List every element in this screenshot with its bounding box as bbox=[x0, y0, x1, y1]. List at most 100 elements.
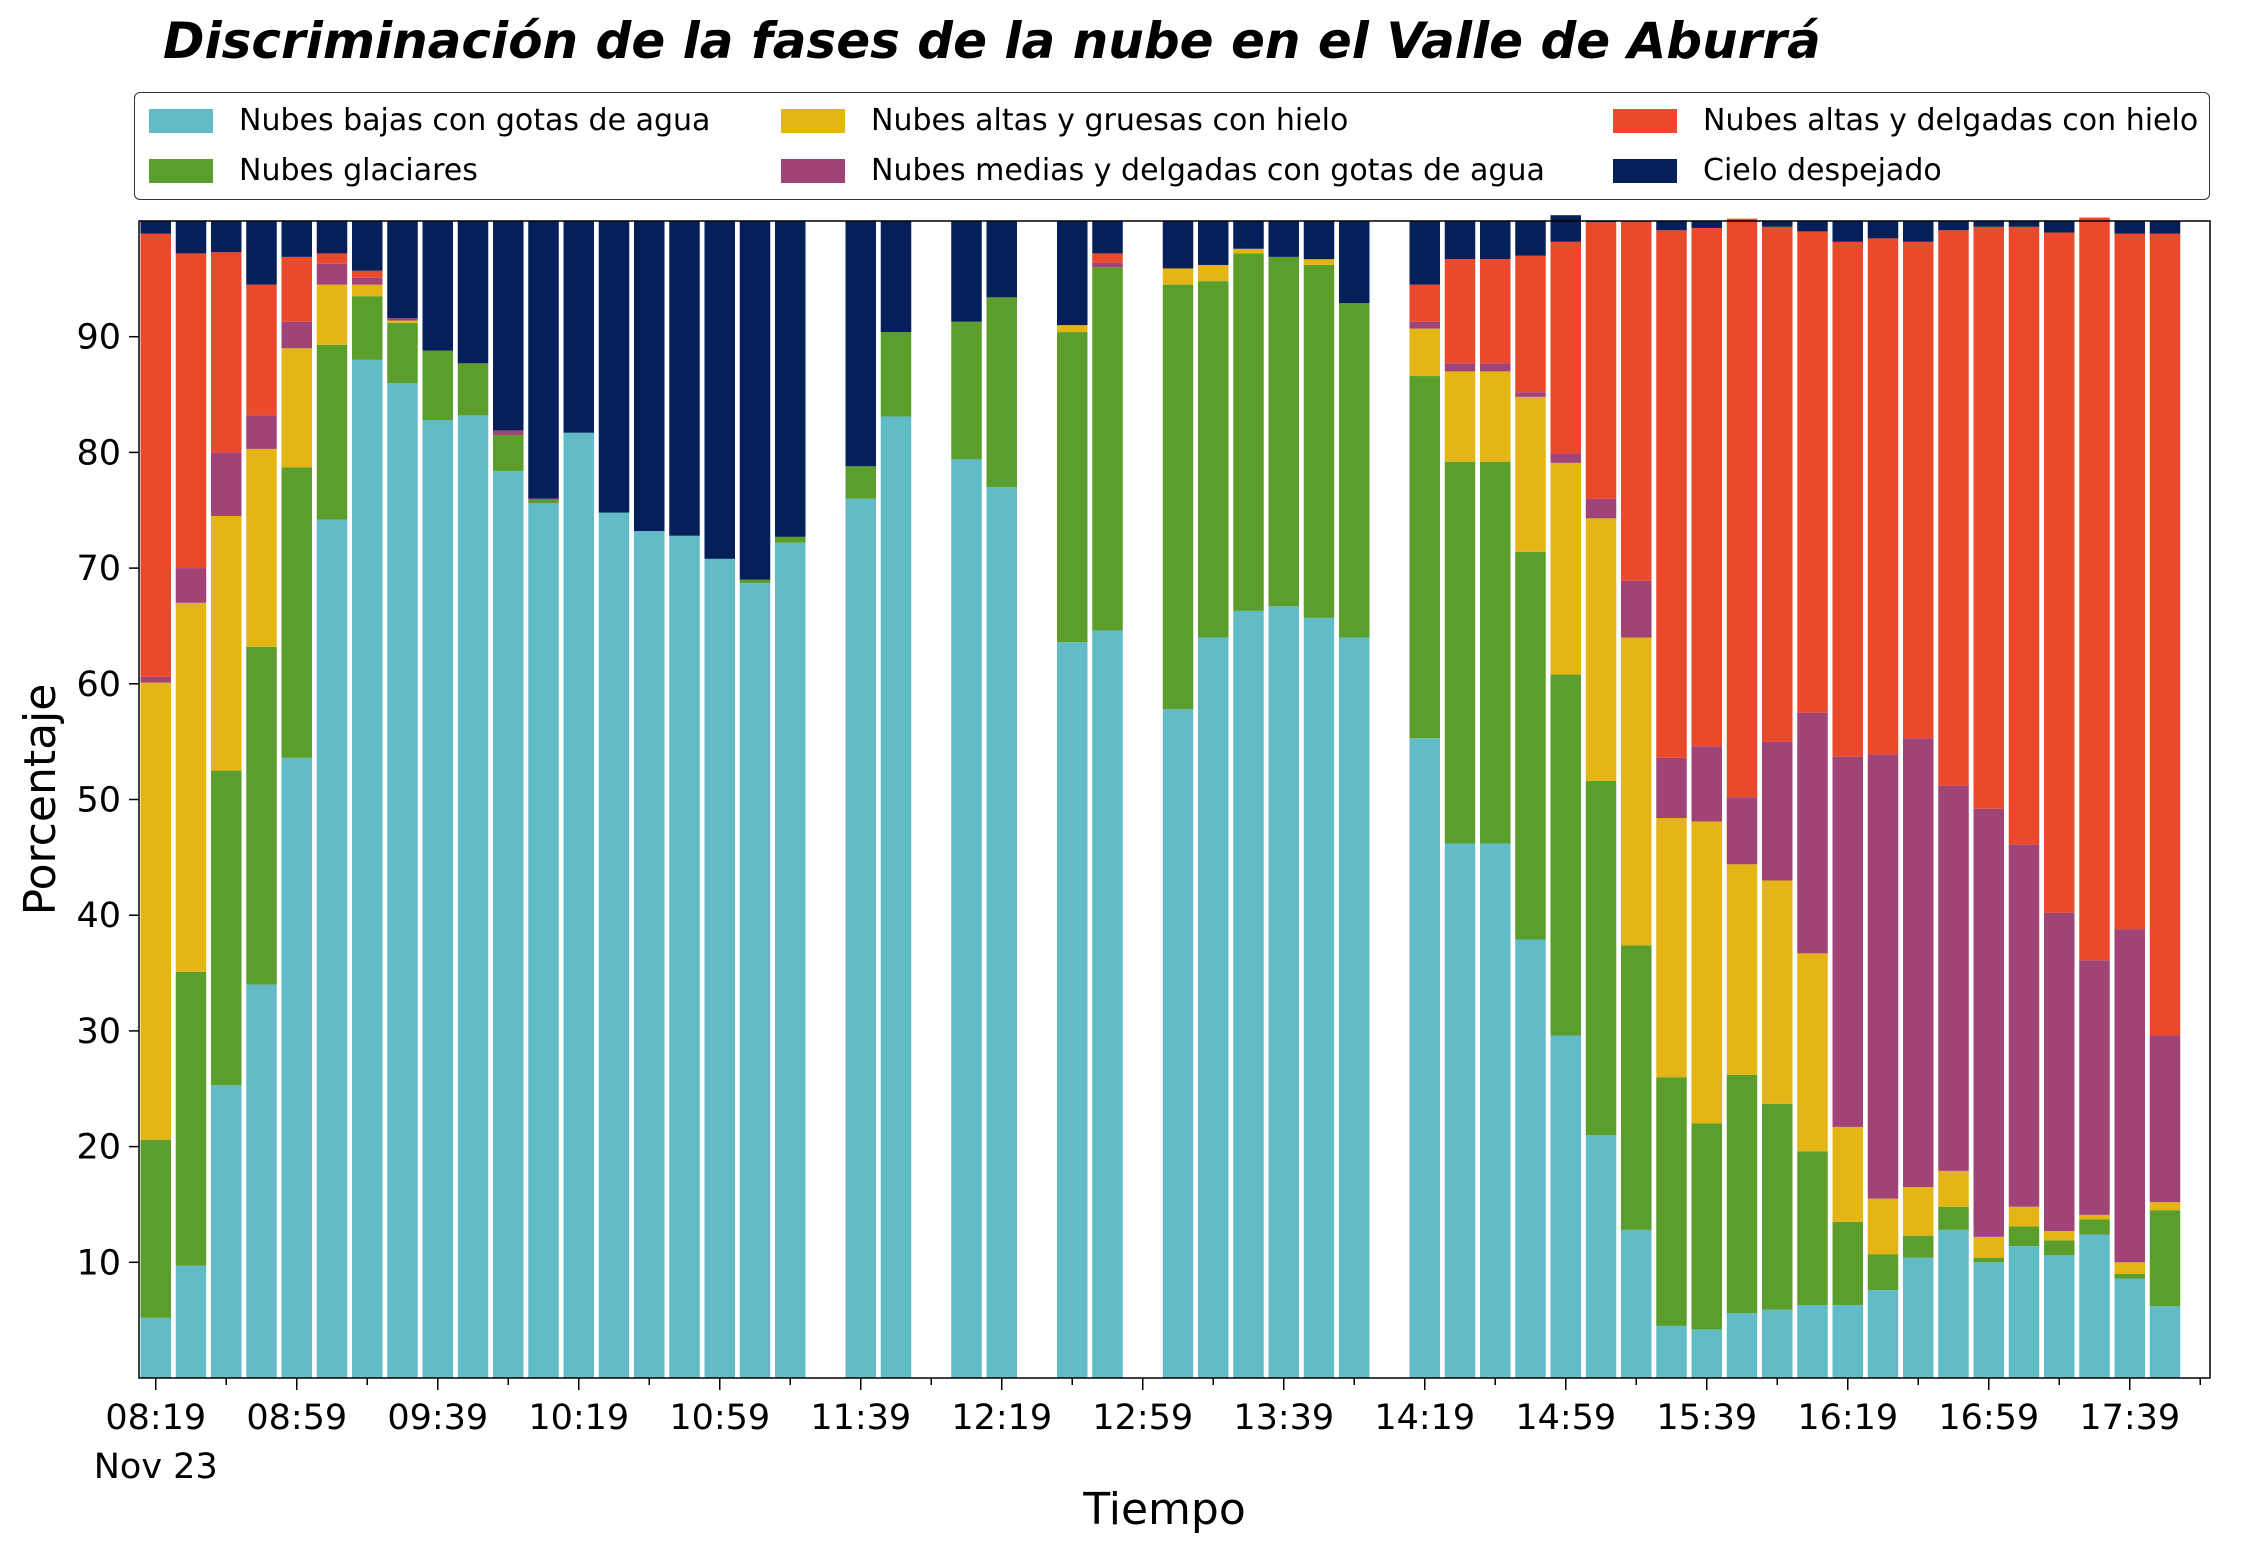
bar-segment-7-1 bbox=[387, 322, 418, 383]
x-tick-label: 13:39 bbox=[1233, 1398, 1334, 1438]
x-tick-label: 11:39 bbox=[810, 1398, 911, 1438]
bar-segment-38-5 bbox=[1480, 221, 1511, 260]
bar-segment-47-4 bbox=[1797, 231, 1828, 713]
bar-segment-4-5 bbox=[281, 221, 312, 257]
bar-segment-41-4 bbox=[1585, 222, 1617, 499]
bar-segment-51-5 bbox=[1938, 221, 1969, 231]
bar-segment-54-4 bbox=[2044, 232, 2075, 913]
bar-segment-10-5 bbox=[493, 221, 524, 431]
bar-segment-18-1 bbox=[775, 536, 806, 543]
bar-segment-20-0 bbox=[845, 498, 876, 1378]
legend-item-nubes-bajas: Nubes bajas con gotas de agua bbox=[149, 101, 710, 141]
bar-segment-43-0 bbox=[1656, 1325, 1687, 1378]
y-tick-label: 10 bbox=[76, 1243, 121, 1283]
bar-segment-17-1 bbox=[739, 579, 771, 584]
bar-segment-16-5 bbox=[704, 221, 735, 559]
bar-segment-10-0 bbox=[493, 470, 524, 1378]
bar-segment-42-4 bbox=[1621, 221, 1652, 581]
bar-segment-17-0 bbox=[739, 583, 771, 1378]
bar-segment-44-5 bbox=[1691, 221, 1722, 228]
x-tick-label: 12:19 bbox=[951, 1398, 1052, 1438]
bar-segment-32-5 bbox=[1268, 221, 1299, 257]
bar-segment-5-4 bbox=[316, 253, 348, 264]
bar-segment-1-0 bbox=[175, 1265, 207, 1378]
legend-item-nubes-medias: Nubes medias y delgadas con gotas de agu… bbox=[781, 151, 1545, 191]
bar-segment-50-2 bbox=[1903, 1187, 1934, 1236]
bar-segment-46-1 bbox=[1762, 1103, 1793, 1310]
bar-segment-48-1 bbox=[1832, 1221, 1863, 1306]
bar-segment-0-4 bbox=[140, 233, 171, 677]
bar-segment-46-5 bbox=[1762, 221, 1793, 227]
bar-segment-48-3 bbox=[1832, 756, 1863, 1127]
bar-segment-45-0 bbox=[1726, 1313, 1758, 1378]
bar-segment-1-3 bbox=[175, 568, 207, 603]
bar-segment-12-0 bbox=[563, 432, 594, 1379]
bar-segment-21-0 bbox=[880, 416, 912, 1379]
bar-segment-33-2 bbox=[1303, 259, 1335, 265]
bar-segment-39-2 bbox=[1515, 396, 1546, 552]
bar-segment-37-1 bbox=[1444, 461, 1476, 844]
bar-segment-6-4 bbox=[352, 270, 383, 278]
bar-segment-31-1 bbox=[1233, 253, 1264, 611]
x-tick-label: 16:59 bbox=[1938, 1398, 2039, 1438]
bar-segment-18-0 bbox=[775, 542, 806, 1378]
bar-segment-20-5 bbox=[845, 221, 876, 467]
bar-segment-8-1 bbox=[422, 350, 453, 421]
bar-segment-56-1 bbox=[2114, 1273, 2145, 1279]
bar-segment-9-1 bbox=[457, 363, 489, 416]
bar-segment-50-1 bbox=[1903, 1235, 1934, 1258]
bar-segment-27-1 bbox=[1092, 267, 1123, 631]
bar-segment-56-4 bbox=[2114, 233, 2145, 930]
bar-segment-1-2 bbox=[175, 602, 207, 972]
bar-segment-51-4 bbox=[1938, 230, 1969, 786]
bar-segment-39-4 bbox=[1515, 255, 1546, 393]
bar-segment-40-0 bbox=[1550, 1035, 1581, 1378]
bar-segment-37-2 bbox=[1444, 371, 1476, 462]
bar-segment-52-3 bbox=[1973, 808, 2004, 1237]
bars-layer bbox=[140, 215, 2181, 1379]
bar-segment-50-4 bbox=[1903, 241, 1934, 739]
bar-segment-30-1 bbox=[1198, 281, 1229, 638]
bar-segment-2-1 bbox=[211, 770, 242, 1086]
bar-segment-54-0 bbox=[2044, 1255, 2075, 1378]
bar-segment-31-2 bbox=[1233, 248, 1264, 254]
bar-segment-34-0 bbox=[1339, 637, 1370, 1378]
bar-segment-17-5 bbox=[739, 221, 771, 580]
bar-segment-36-1 bbox=[1409, 376, 1440, 739]
bar-segment-51-1 bbox=[1938, 1206, 1969, 1230]
bar-segment-0-1 bbox=[140, 1139, 171, 1318]
bar-segment-5-1 bbox=[316, 344, 348, 520]
bar-segment-43-3 bbox=[1656, 757, 1687, 819]
bar-segment-4-3 bbox=[281, 321, 312, 349]
bar-segment-55-4 bbox=[2079, 217, 2110, 961]
bar-segment-40-2 bbox=[1550, 462, 1581, 675]
bar-segment-8-5 bbox=[422, 221, 453, 351]
bar-segment-57-0 bbox=[2149, 1306, 2181, 1378]
bar-segment-4-1 bbox=[281, 467, 312, 758]
bar-segment-0-3 bbox=[140, 676, 171, 683]
bar-segment-52-1 bbox=[1973, 1257, 2004, 1263]
bar-segment-49-3 bbox=[1867, 754, 1899, 1199]
bar-segment-42-1 bbox=[1621, 945, 1652, 1230]
x-tick-label: 10:59 bbox=[669, 1398, 770, 1438]
bar-segment-44-1 bbox=[1691, 1123, 1722, 1330]
bar-segment-3-3 bbox=[246, 415, 277, 449]
bar-segment-37-5 bbox=[1444, 221, 1476, 260]
bar-segment-1-1 bbox=[175, 971, 207, 1266]
bar-segment-54-2 bbox=[2044, 1231, 2075, 1241]
bar-segment-2-2 bbox=[211, 516, 242, 771]
legend-label-nubes-bajas: Nubes bajas con gotas de agua bbox=[239, 103, 711, 138]
bar-segment-33-5 bbox=[1303, 221, 1335, 260]
bar-segment-51-2 bbox=[1938, 1170, 1969, 1207]
bar-segment-6-3 bbox=[352, 277, 383, 285]
bar-segment-2-5 bbox=[211, 221, 242, 253]
bar-segment-0-0 bbox=[140, 1317, 171, 1378]
x-tick-label: 15:39 bbox=[1656, 1398, 1757, 1438]
bar-segment-31-5 bbox=[1233, 221, 1264, 249]
bar-segment-20-1 bbox=[845, 466, 876, 499]
bar-segment-11-0 bbox=[528, 503, 559, 1379]
bar-segment-49-2 bbox=[1867, 1198, 1899, 1255]
bar-segment-37-3 bbox=[1444, 363, 1476, 372]
legend-label-nubes-glaciares: Nubes glaciares bbox=[239, 153, 478, 188]
bar-segment-47-1 bbox=[1797, 1151, 1828, 1306]
